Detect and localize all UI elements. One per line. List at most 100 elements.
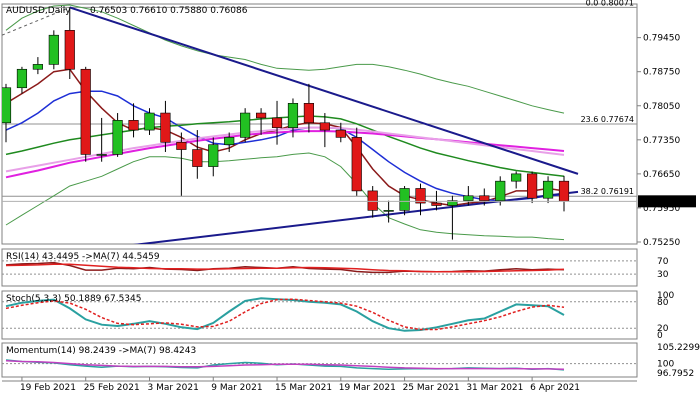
x-tick-label: 25 Feb 2021 <box>84 383 140 393</box>
candle-body <box>431 202 442 206</box>
candle <box>64 7 75 79</box>
indicator-axis-label: 30 <box>657 270 669 280</box>
candle <box>144 108 155 135</box>
candle <box>208 137 219 177</box>
indicator-line-stoch-d <box>5 298 565 331</box>
candle-body <box>224 137 235 145</box>
indicator-axis-label: 100 <box>657 360 674 370</box>
indicator-axis-label: 20 <box>657 324 669 334</box>
axes: 0.79450 0.78750 0.78050 0.77350 0.76650 0.759… <box>20 34 700 393</box>
candle-body <box>192 149 203 167</box>
candle-body <box>383 210 394 212</box>
candle-body <box>303 103 314 124</box>
candle <box>431 190 442 211</box>
candle-body <box>479 195 490 201</box>
indicator-label: Momentum(14) 98.2439 ->MA(7) 98.4243 <box>6 346 196 356</box>
candle <box>542 176 554 204</box>
indicator-label: RSI(14) 43.4495 ->MA(7) 44.5459 <box>6 252 160 262</box>
candle-body <box>128 120 139 131</box>
fib-level-label: 0.0 0.80071 <box>586 0 634 7</box>
candle-body <box>144 112 155 131</box>
candle <box>32 57 43 75</box>
indicator-axis-label: 105.2299 <box>657 343 700 353</box>
x-tick-label: 3 Mar 2021 <box>147 383 198 393</box>
candle-body <box>367 190 378 211</box>
candle <box>16 66 28 94</box>
moving-average-fast <box>5 68 565 207</box>
candle <box>479 188 490 206</box>
candle <box>256 108 267 135</box>
indicator-label: Stoch(5,3,3) 50.1889 67.5345 <box>6 294 141 304</box>
candle-body <box>511 173 522 182</box>
candle <box>415 183 426 216</box>
candle <box>240 108 251 143</box>
moving-average-bb-lower <box>5 152 565 241</box>
candle <box>160 100 171 152</box>
candle-body <box>415 188 426 204</box>
candle-body <box>256 112 267 119</box>
candle <box>383 200 394 223</box>
indicator-pane-frame <box>1 342 638 378</box>
candle <box>303 83 314 133</box>
candle <box>287 98 299 138</box>
candle-body <box>32 64 43 70</box>
indicator-axis-label: 0 <box>657 331 663 341</box>
indicator-momentum <box>2 359 637 371</box>
main-pane: 0.0 0.80071 23.6 0.77674 38.2 0.76191 0.760… <box>2 0 696 244</box>
candle-body <box>48 34 59 65</box>
y-tick-label: 0.75250 <box>643 238 680 248</box>
y-tick-label: 0.78050 <box>643 102 680 112</box>
indicator-axis-label: 96.7952 <box>657 369 694 379</box>
candle <box>367 186 378 218</box>
candle-body <box>2 87 12 124</box>
candle-body <box>240 112 251 138</box>
x-tick-label: 31 Mar 2021 <box>466 383 523 393</box>
y-tick-label: 0.79450 <box>643 34 680 44</box>
candle-body <box>287 103 299 128</box>
candle <box>495 176 506 206</box>
candle <box>463 186 474 206</box>
y-tick-label: 0.76650 <box>643 170 680 180</box>
candle-body <box>335 129 346 138</box>
current-price-tag <box>638 195 696 208</box>
moving-average-bb-upper <box>5 4 565 114</box>
candle-body <box>542 180 554 199</box>
fib-level-label: 23.6 0.77674 <box>581 115 634 124</box>
chart-title: AUDUSD,Daily <box>6 6 71 16</box>
main-plot-area <box>2 4 637 244</box>
candle-body <box>80 68 91 155</box>
candle <box>128 103 139 138</box>
candle-body <box>96 154 107 156</box>
indicator-pane-frame <box>1 290 638 340</box>
trendline-falling <box>69 6 579 175</box>
candle-body <box>558 180 570 202</box>
panes <box>1 3 638 382</box>
x-tick-label: 9 Mar 2021 <box>211 383 262 393</box>
indicator-stoch <box>2 297 637 332</box>
candle <box>192 130 203 179</box>
x-tick-label: 25 Mar 2021 <box>403 383 460 393</box>
candle <box>224 132 235 152</box>
candle <box>96 117 107 162</box>
trendline-extension <box>2 6 70 36</box>
candle <box>112 113 123 157</box>
candle <box>2 83 12 143</box>
indicator-axis-label: 100 <box>657 291 674 301</box>
moving-average-magenta <box>5 130 565 179</box>
x-tick-label: 19 Mar 2021 <box>339 383 396 393</box>
candle <box>80 66 91 162</box>
indicator-line-rsi-ma <box>5 263 565 273</box>
candle <box>271 100 283 145</box>
candle <box>527 171 538 204</box>
candle-body <box>112 120 123 155</box>
candle <box>176 132 187 196</box>
candle-body <box>16 68 28 89</box>
candle-body <box>271 117 283 128</box>
candle-body <box>447 200 458 206</box>
indicator-panes: RSI(14) 43.4495 ->MA(7) 44.5459 Stoch(5,3… <box>2 252 637 371</box>
candle <box>48 30 59 70</box>
candle <box>351 127 362 196</box>
indicator-rsi <box>2 260 637 275</box>
